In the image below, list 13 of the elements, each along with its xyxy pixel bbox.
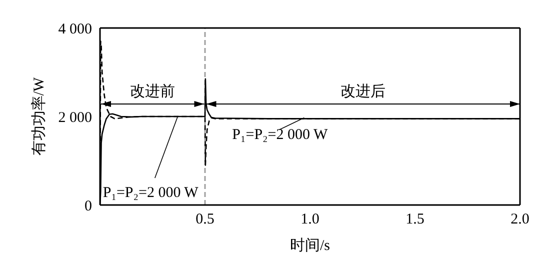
x-tick-label: 1.5 [406,212,424,228]
annotation: 改进后 [340,83,386,100]
x-axis-title: 时间/s [290,237,330,254]
y-tick-label: 0 [84,198,92,214]
y-tick-label: 4 000 [58,21,92,38]
annotation: 改进前 [130,83,176,100]
annotation: P₁=P₂=2 000 W [102,185,200,201]
x-tick-label: 1.0 [300,212,320,228]
annotation: P₁=P₂=2 000 W [232,126,328,143]
x-tick-label: 0.5 [196,212,214,228]
y-axis-title: 有功功率/W [30,76,48,156]
x-tick-label: 2.0 [510,212,530,228]
y-tick-label: 2 000 [58,110,92,126]
